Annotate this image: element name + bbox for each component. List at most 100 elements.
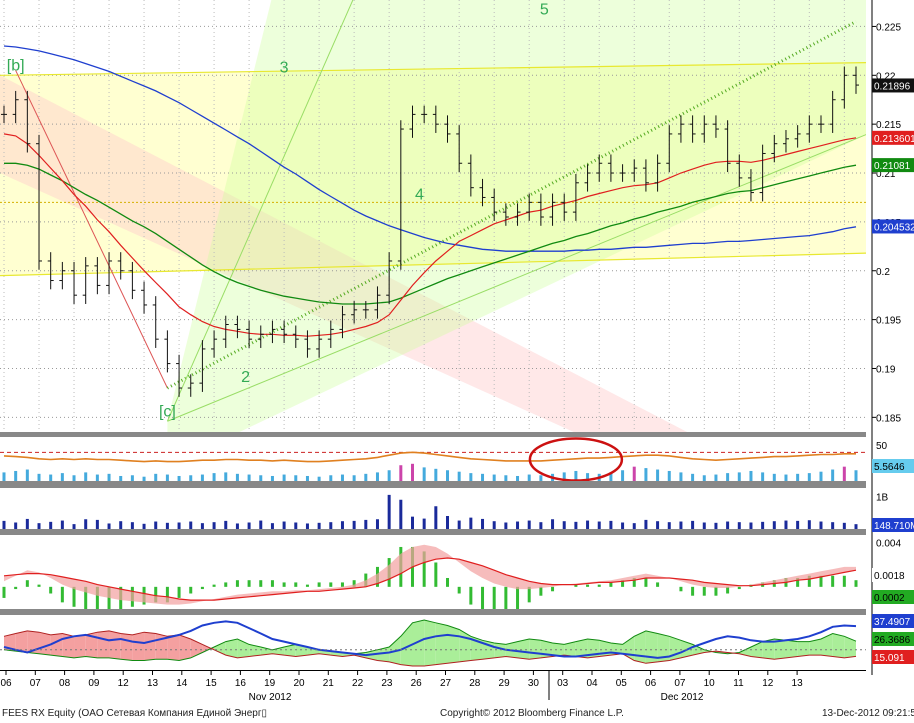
- dmi-fill-segment: [85, 632, 98, 658]
- macd-histogram-bar: [551, 586, 555, 592]
- macd-histogram-bar: [212, 584, 216, 587]
- ma-blue-line: [3, 45, 857, 252]
- wave-label: [b]: [7, 57, 25, 74]
- x-tick-label: 11: [733, 678, 744, 689]
- volume-bar: [621, 522, 625, 529]
- dmi-value-tag-bg: [872, 614, 914, 628]
- dmi-fill-segment: [249, 644, 261, 657]
- rsi-histogram-bar: [410, 463, 414, 481]
- rsi-histogram-bar: [235, 473, 239, 481]
- volume-bar: [282, 521, 286, 529]
- macd-histogram-bar: [819, 575, 823, 587]
- macd-histogram-bar: [235, 580, 239, 587]
- volume-bar: [597, 521, 601, 529]
- macd-value-tag: 0.0002: [874, 593, 905, 604]
- macd-histogram-bar: [177, 586, 181, 598]
- dmi-fill-segment: [517, 638, 530, 660]
- panel-separator: [0, 432, 866, 437]
- rsi-histogram-bar: [60, 473, 64, 481]
- macd-histogram-bar: [691, 586, 695, 596]
- macd-histogram-bar: [72, 586, 76, 607]
- x-tick-label: 10: [704, 678, 716, 689]
- dmi-value-tag: 26.3686: [874, 635, 911, 646]
- x-tick-label: 27: [440, 678, 452, 689]
- macd-histogram-bar: [259, 580, 263, 587]
- volume-bar: [329, 522, 333, 529]
- red-channel-fill: [0, 75, 688, 432]
- macd-histogram-bar: [60, 586, 64, 603]
- rsi-histogram-bar: [574, 470, 578, 481]
- volume-bar: [2, 520, 6, 529]
- dmi-fill-segment: [645, 630, 658, 664]
- volume-bar: [691, 520, 695, 529]
- rsi-histogram-bar: [772, 473, 776, 481]
- volume-bar: [492, 521, 496, 529]
- x-axis: 0.2250.220.2150.210.2050.20.1950.190.185…: [0, 0, 901, 703]
- rsi-histogram-bar: [95, 474, 99, 481]
- macd-histogram-bar: [200, 586, 204, 590]
- volume-bar: [294, 522, 298, 529]
- dmi-fill-segment: [762, 638, 775, 660]
- rsi-histogram-bar: [387, 470, 391, 481]
- macd-histogram-bar: [516, 586, 520, 609]
- macd-histogram-bar: [95, 586, 99, 609]
- price-value-tag-bg: [872, 158, 914, 173]
- volume-bar: [375, 519, 379, 529]
- macd-value-tag: 0.0018: [874, 571, 905, 582]
- x-tick-label: 29: [499, 678, 511, 689]
- rsi-histogram-bar: [2, 472, 6, 481]
- volume-bar: [726, 521, 730, 529]
- macd-histogram-bar: [527, 586, 531, 603]
- volume-bar: [667, 522, 671, 529]
- rsi-histogram-bar: [305, 475, 309, 481]
- rsi-histogram-bar: [422, 467, 426, 481]
- volume-bar: [177, 522, 181, 529]
- volume-bar: [574, 521, 578, 529]
- timestamp-label: 13-Dec-2012 09:21:57: [822, 708, 914, 719]
- macd-histogram-bar: [632, 577, 636, 587]
- volume-tick-label: 1B: [876, 493, 889, 504]
- rsi-histogram-bar: [784, 474, 788, 481]
- volume-bar: [154, 521, 158, 529]
- rsi-histogram-bar: [609, 472, 613, 481]
- volume-bar: [854, 524, 858, 529]
- rsi-histogram-bar: [667, 470, 671, 481]
- red-fall-line: [15, 70, 168, 389]
- rsi-histogram-bar: [130, 475, 134, 481]
- rsi-histogram-bar: [340, 474, 344, 481]
- volume-bar: [749, 522, 753, 529]
- macd-histogram-bar: [14, 586, 18, 590]
- price-value-tag-bg: [872, 219, 914, 234]
- volume-bar: [737, 522, 741, 529]
- x-tick-label: 30: [528, 678, 540, 689]
- price-value-tag: 0.213601: [874, 134, 914, 145]
- macd-histogram-bar: [189, 586, 193, 594]
- volume-bar: [235, 523, 239, 529]
- dmi-fill-segment: [132, 632, 145, 661]
- macd-histogram-bar: [49, 586, 53, 594]
- volume-bar: [84, 519, 88, 529]
- rsi-histogram-bar: [469, 473, 473, 481]
- macd-histogram-bar: [282, 582, 286, 587]
- x-tick-label: 26: [411, 678, 423, 689]
- macd-value-tag-bg: [872, 568, 914, 582]
- volume-value-tag: 148.710M: [874, 521, 914, 532]
- x-tick-label: 13: [792, 678, 804, 689]
- macd-histogram-bar: [469, 586, 473, 605]
- panel-separator: [0, 529, 866, 535]
- volume-bar: [714, 522, 718, 529]
- volume-bar: [702, 522, 706, 529]
- dmi-fill-segment: [447, 625, 460, 664]
- macd-histogram-bar: [796, 577, 800, 587]
- price-tick-label: 0.225: [876, 22, 901, 33]
- adx-line: [3, 620, 857, 659]
- macd-histogram-bar: [2, 586, 6, 598]
- volume-bar: [679, 521, 683, 529]
- volume-bar: [107, 523, 111, 529]
- volume-bar: [609, 520, 613, 529]
- volume-bar: [551, 519, 555, 529]
- rsi-histogram-bar: [562, 472, 566, 481]
- macd-histogram-bar: [586, 584, 590, 587]
- rsi-histogram-bar: [586, 473, 590, 481]
- value-tags: 0.21896 0.213601 0.21081 0.204532 5.5646 148.…: [872, 78, 914, 664]
